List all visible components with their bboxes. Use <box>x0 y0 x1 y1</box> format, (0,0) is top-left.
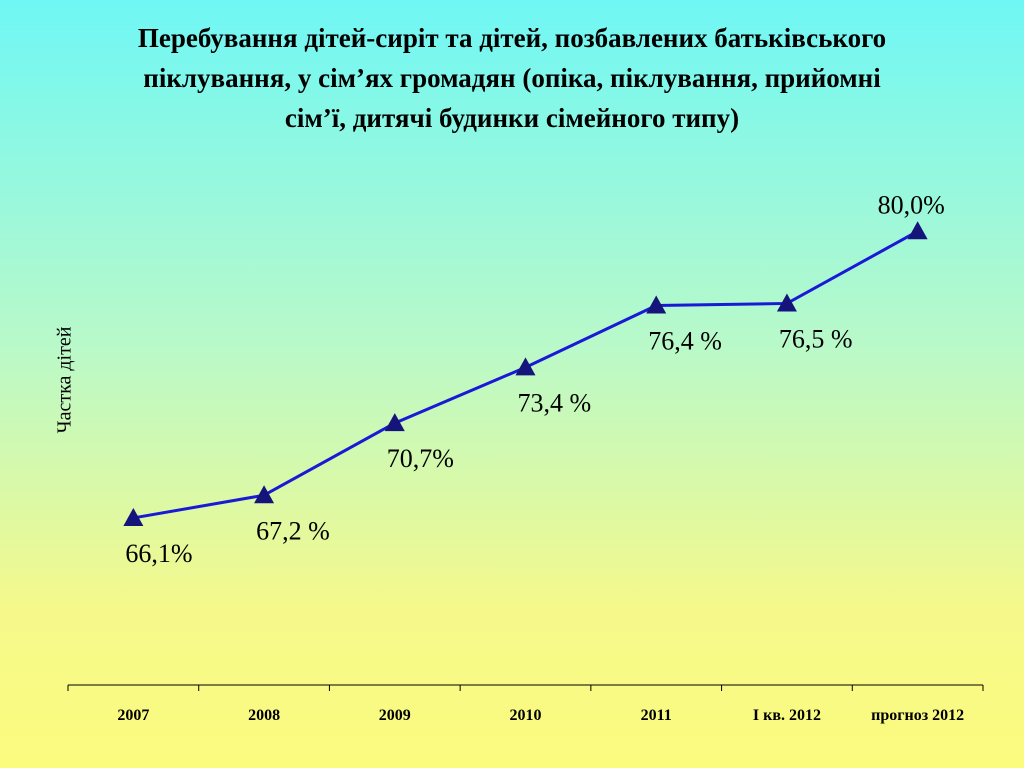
y-axis-label: Частка дітей <box>54 326 76 433</box>
marker <box>254 485 275 504</box>
x-tick-label: 2009 <box>379 707 411 724</box>
value-label: 73,4 % <box>518 388 592 417</box>
value-label: 76,5 % <box>779 324 853 353</box>
value-label: 66,1% <box>125 539 192 568</box>
value-label: 67,2 % <box>256 516 330 545</box>
marker <box>646 295 667 314</box>
marker <box>907 221 928 240</box>
marker <box>776 293 797 312</box>
marker <box>384 413 405 432</box>
value-label: 80,0% <box>878 190 945 219</box>
marker <box>123 507 144 526</box>
x-tick-label: I кв. 2012 <box>753 707 821 724</box>
x-tick-label: 2011 <box>641 707 672 724</box>
value-label: 76,4 % <box>648 327 722 356</box>
x-tick-label: 2007 <box>117 707 149 724</box>
x-tick-label: 2008 <box>248 707 280 724</box>
value-label: 70,7% <box>387 444 454 473</box>
chart-title: Перебування дітей-сиріт та дітей, позбав… <box>137 23 887 133</box>
marker <box>515 357 536 376</box>
x-tick-label: прогноз 2012 <box>871 707 964 724</box>
x-tick-label: 2010 <box>510 707 542 724</box>
